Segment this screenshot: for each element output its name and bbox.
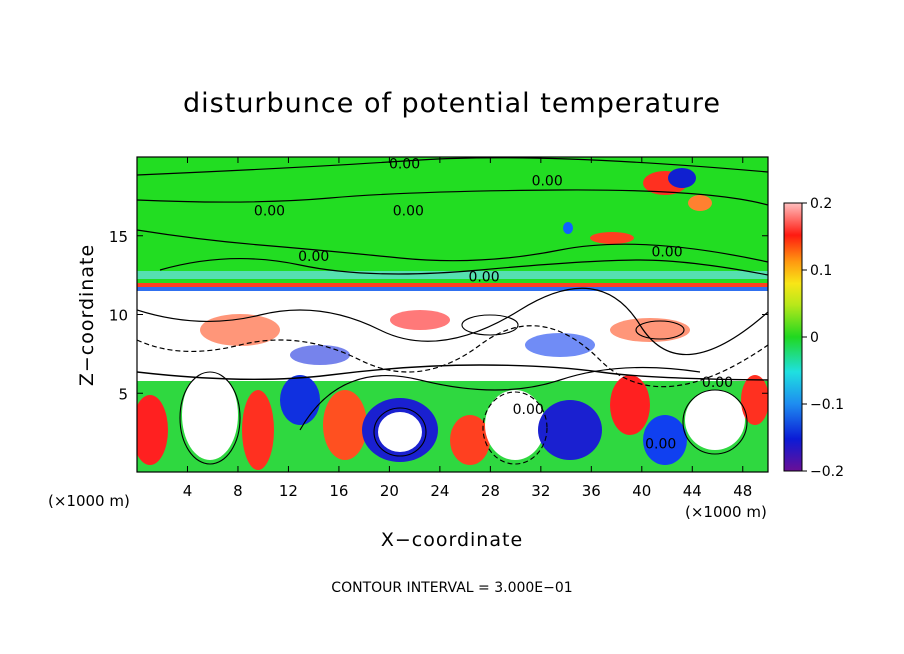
anomaly <box>643 415 687 465</box>
anomaly <box>590 232 634 244</box>
contour-line <box>137 229 768 263</box>
x-tick-label: 24 <box>430 482 449 500</box>
contour-line <box>179 371 241 465</box>
contour-line <box>137 364 768 381</box>
y-axis-label: Z−coordinate <box>76 244 98 386</box>
anomaly <box>668 168 696 188</box>
colorbar-ticks: 0.2 0.1 0 −0.1 −0.2 <box>802 196 844 480</box>
contour-line <box>373 407 427 457</box>
contour-label: 0.00 <box>254 204 285 220</box>
contour-line <box>137 287 768 356</box>
contour-label: 0.00 <box>513 402 544 418</box>
contour-line <box>682 389 748 455</box>
x-tick-label: 32 <box>531 482 550 500</box>
colorbar-tick-label: 0.2 <box>810 196 832 212</box>
contour-label: 0.00 <box>389 156 420 172</box>
contour-line <box>299 366 701 431</box>
anomaly <box>688 195 712 211</box>
contour-interval-label: CONTOUR INTERVAL = 3.000E−01 <box>331 580 572 596</box>
colorbar-tick-label: −0.1 <box>810 397 844 413</box>
anomaly <box>485 390 545 460</box>
y-axis: 5 10 15 <box>109 228 768 403</box>
contour-label: 0.00 <box>702 375 733 391</box>
anomaly <box>563 222 573 234</box>
heatmap-field <box>137 157 768 472</box>
contour-label: 0.00 <box>645 437 676 453</box>
contour-line <box>137 325 768 388</box>
contour-labels: 0.00 0.00 0.00 0.00 0.00 0.00 0.00 0.00 0.00 0.00 <box>254 156 733 452</box>
anomaly <box>200 314 280 346</box>
contour-line <box>159 257 768 276</box>
contour-label: 0.00 <box>651 245 682 261</box>
x-tick-label: 16 <box>329 482 348 500</box>
x-tick-label: 28 <box>481 482 500 500</box>
x-unit-left: (×1000 m) <box>48 492 130 510</box>
x-tick-label: 40 <box>632 482 651 500</box>
anomaly <box>610 375 650 435</box>
anomaly <box>525 333 595 357</box>
x-tick-label: 48 <box>733 482 752 500</box>
contour-label: 0.00 <box>468 270 499 286</box>
anomaly <box>280 375 320 425</box>
anomaly <box>323 390 367 460</box>
anomaly <box>182 370 238 460</box>
colorbar-tick-label: 0.1 <box>810 263 832 279</box>
anomaly <box>610 318 690 342</box>
y-tick-label: 10 <box>109 307 128 325</box>
anomaly <box>242 390 274 470</box>
upper-band-cyan <box>137 271 768 279</box>
anomaly <box>290 345 350 365</box>
anomaly <box>450 415 490 465</box>
contour-label: 0.00 <box>532 174 563 190</box>
transition-band-red <box>137 283 768 287</box>
x-tick-label: 36 <box>582 482 601 500</box>
y-tick-label: 5 <box>118 385 128 403</box>
anomaly <box>685 390 745 450</box>
contour-label: 0.00 <box>298 249 329 265</box>
x-tick-label: 44 <box>683 482 702 500</box>
contour-line <box>461 314 519 336</box>
x-axis: 4 8 12 16 20 24 28 32 36 40 44 48 <box>183 157 752 500</box>
anomaly <box>538 400 602 460</box>
x-tick-label: 12 <box>279 482 298 500</box>
contour-line <box>635 320 685 340</box>
y-tick-label: 15 <box>109 228 128 246</box>
colorbar <box>783 202 803 472</box>
x-tick-label: 8 <box>233 482 243 500</box>
chart-title: disturbunce of potential temperature <box>183 88 721 119</box>
x-tick-label: 20 <box>380 482 399 500</box>
x-tick-label: 4 <box>183 482 193 500</box>
anomaly <box>137 395 168 465</box>
contour-line <box>137 189 768 206</box>
contour-label: 0.00 <box>393 204 424 220</box>
colorbar-tick-label: 0 <box>810 330 819 346</box>
contour-line <box>482 391 548 465</box>
anomaly <box>741 375 768 425</box>
colorbar-tick-label: −0.2 <box>810 464 844 480</box>
anomaly <box>378 412 422 452</box>
anomaly <box>390 310 450 330</box>
x-axis-label: X−coordinate <box>381 529 523 551</box>
x-unit-right: (×1000 m) <box>685 503 767 521</box>
transition-band-blue <box>137 287 768 291</box>
